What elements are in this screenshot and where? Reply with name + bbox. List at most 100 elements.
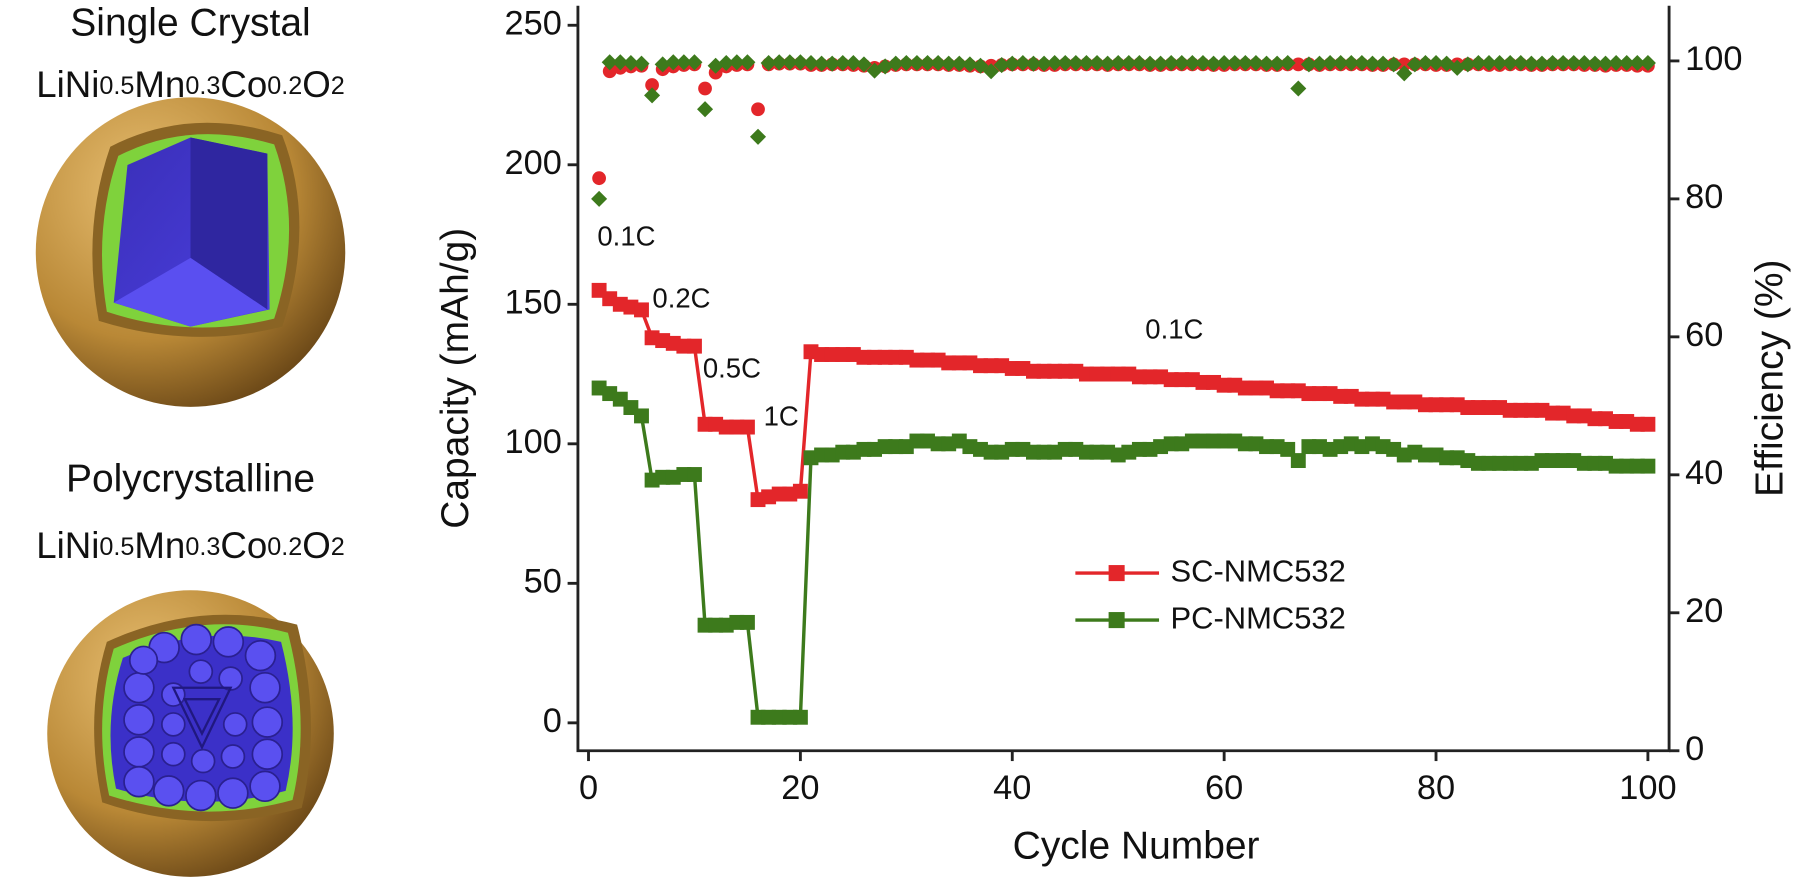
efficiency-point [1512, 54, 1529, 72]
efficiency-point [1205, 55, 1222, 72]
efficiency-point [1322, 54, 1339, 72]
formula-part: 2 [331, 72, 345, 100]
efficiency-point [698, 81, 712, 96]
x-tick-label: 60 [1205, 769, 1243, 807]
y2-tick-label: 60 [1685, 316, 1723, 354]
formula-part: Co [220, 525, 267, 566]
formula-part: Mn [134, 64, 185, 105]
efficiency-point [1523, 55, 1540, 72]
data-point [634, 408, 649, 424]
efficiency-point [1258, 55, 1275, 72]
efficiency-point [633, 55, 650, 72]
efficiency-point [1385, 56, 1402, 73]
efficiency-point [983, 63, 1000, 80]
efficiency-point [1491, 54, 1508, 72]
efficiency-point [1533, 55, 1550, 72]
series-line [598, 386, 1648, 719]
efficiency-point [592, 171, 606, 186]
panel-title: Polycrystalline [66, 458, 315, 501]
efficiency-point [1226, 54, 1243, 72]
formula: LiNi0.5Mn0.3Co0.2O2 [36, 525, 345, 566]
x-tick-label: 100 [1619, 769, 1676, 807]
efficiency-point [1364, 55, 1381, 72]
efficiency-point [1311, 55, 1328, 72]
efficiency-point [1629, 54, 1646, 72]
efficiency-point [1173, 54, 1190, 72]
efficiency-point [1152, 55, 1169, 72]
efficiency-point [1397, 57, 1412, 72]
y-tick-label: 0 [543, 702, 562, 740]
formula-part: LiNi [36, 525, 99, 566]
efficiency-point [1597, 55, 1614, 72]
data-point [1640, 416, 1656, 432]
efficiency-point [802, 54, 820, 72]
efficiency-point [1470, 54, 1487, 72]
efficiency-point [1025, 55, 1042, 72]
y2-tick-label: 40 [1685, 454, 1723, 492]
efficiency-point [1291, 57, 1306, 72]
efficiency-point [1036, 55, 1053, 72]
annotation: 1C [764, 401, 799, 432]
efficiency-point [1608, 54, 1625, 72]
efficiency-point [760, 54, 777, 72]
data-point [739, 614, 755, 630]
efficiency-point [919, 54, 936, 72]
data-point [634, 302, 649, 318]
formula-part: Mn [134, 525, 185, 566]
y2-tick-label: 20 [1685, 592, 1723, 630]
x-tick-label: 20 [781, 769, 819, 807]
data-point [792, 483, 808, 499]
efficiency-point [697, 101, 714, 118]
efficiency-point [1353, 54, 1370, 72]
annotation: 0.5C [703, 352, 761, 383]
x-tick-label: 0 [579, 769, 598, 807]
efficiency-point [645, 78, 659, 92]
efficiency-point [1110, 54, 1127, 72]
y-tick-label: 200 [505, 144, 562, 182]
data-point [1640, 458, 1656, 474]
data-point [1290, 453, 1306, 469]
formula-part: 0.5 [99, 72, 134, 100]
efficiency-point [898, 54, 915, 72]
formula-part: Co [220, 64, 267, 105]
efficiency-point [751, 102, 765, 117]
efficiency-point [1216, 54, 1233, 72]
efficiency-point [1480, 54, 1498, 72]
y-tick-label: 250 [505, 4, 562, 42]
efficiency-point [834, 54, 851, 72]
formula-part: 0.2 [267, 533, 302, 561]
efficiency-point [1088, 54, 1106, 72]
annotation: 0.1C [597, 221, 655, 252]
efficiency-point [1290, 80, 1307, 97]
y2-tick-label: 80 [1685, 178, 1723, 216]
data-point [687, 338, 702, 354]
formula-part: 0.3 [185, 72, 220, 100]
y-axis-label: Capacity (mAh/g) [434, 228, 477, 529]
panel-title: Single Crystal [70, 2, 310, 45]
data-point [739, 419, 755, 435]
annotation: 0.1C [1145, 314, 1203, 345]
formula-part: 0.2 [267, 72, 302, 100]
annotation: 0.2C [652, 283, 710, 314]
legend-label: PC-NMC532 [1170, 600, 1345, 635]
efficiency-point [1502, 54, 1519, 72]
efficiency-point [813, 55, 830, 72]
efficiency-point [1057, 54, 1074, 72]
efficiency-point [1237, 54, 1254, 72]
legend-label: SC-NMC532 [1170, 553, 1345, 588]
y-tick-label: 150 [505, 283, 562, 321]
efficiency-point [951, 55, 968, 72]
formula-part: 2 [331, 533, 345, 561]
formula-part: LiNi [36, 64, 99, 105]
efficiency-point [622, 54, 639, 72]
efficiency-point [930, 54, 947, 72]
efficiency-point [1343, 54, 1360, 72]
y-tick-label: 100 [505, 423, 562, 461]
efficiency-point [940, 55, 957, 72]
efficiency-point [1375, 55, 1392, 72]
formula-part: 0.3 [185, 533, 220, 561]
y2-tick-label: 0 [1685, 730, 1704, 768]
data-point [792, 709, 808, 725]
formula: LiNi0.5Mn0.3Co0.2O2 [36, 64, 345, 105]
